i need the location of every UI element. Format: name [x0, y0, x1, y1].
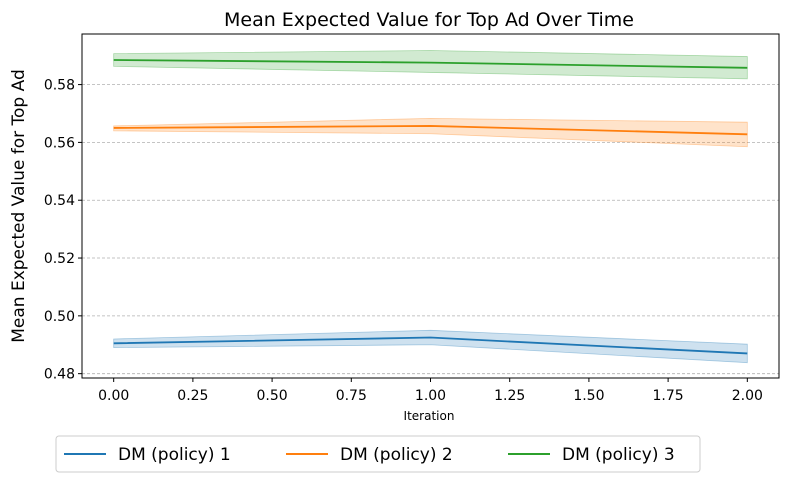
confidence-band-3 — [113, 50, 748, 80]
y-tick-label: 0.48 — [44, 367, 75, 383]
y-tick-label: 0.56 — [44, 135, 75, 151]
series-lines — [113, 59, 748, 355]
x-tick-label: 0.75 — [336, 388, 367, 404]
series-line-2 — [113, 125, 748, 136]
confidence-bands — [113, 50, 748, 364]
legend-label-2: DM (policy) 2 — [340, 445, 453, 465]
plot-frame — [81, 33, 780, 379]
gridlines — [82, 84, 779, 375]
series-line-3 — [113, 59, 748, 69]
x-tick-label: 1.25 — [494, 388, 525, 404]
y-tick-label: 0.50 — [44, 309, 75, 325]
y-tick-label: 0.58 — [44, 78, 75, 94]
x-axis-ticks: 0.00 0.25 0.50 0.75 1.00 1.25 1.50 1.75 2.00 — [98, 378, 763, 404]
x-tick-label: 0.25 — [177, 388, 208, 404]
x-tick-label: 1.50 — [573, 388, 604, 404]
legend-label-3: DM (policy) 3 — [562, 445, 675, 465]
confidence-band-2 — [113, 118, 748, 148]
y-tick-label: 0.54 — [44, 193, 75, 209]
x-tick-label: 2.00 — [732, 388, 763, 404]
y-axis-label: Mean Expected Value for Top Ad — [9, 69, 29, 343]
x-tick-label: 1.00 — [415, 388, 446, 404]
confidence-band-1 — [113, 329, 748, 364]
y-axis-ticks: 0.48 0.50 0.52 0.54 0.56 0.58 — [44, 78, 82, 383]
legend-label-1: DM (policy) 1 — [118, 445, 231, 465]
legend-frame — [55, 435, 701, 473]
y-tick-label: 0.52 — [44, 251, 75, 267]
x-tick-label: 0.00 — [98, 388, 129, 404]
x-tick-label: 0.50 — [257, 388, 288, 404]
x-axis-label: Iteration — [404, 409, 455, 423]
chart-title: Mean Expected Value for Top Ad Over Time — [224, 9, 634, 31]
legend: DM (policy) 1 DM (policy) 2 DM (policy) 3 — [55, 435, 701, 473]
x-tick-label: 1.75 — [653, 388, 684, 404]
series-line-1 — [113, 336, 748, 355]
